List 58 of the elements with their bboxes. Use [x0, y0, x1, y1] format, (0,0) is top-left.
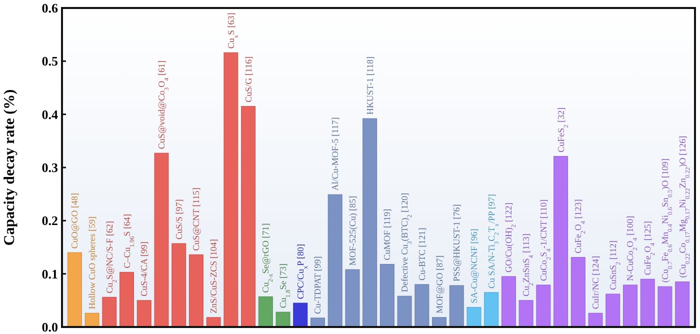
bar — [622, 284, 638, 328]
y-tick-label: 0.5 — [42, 54, 58, 69]
bar — [241, 106, 256, 328]
x-tick-label: CuO@GO [48] — [70, 193, 80, 249]
x-tick-label: Cu-TDPAT [99] — [312, 256, 323, 314]
x-tick-label: SA-Cu@NCNF [96] — [468, 228, 479, 304]
x-tick-label: Hollow CuO spheres [59] — [87, 216, 98, 310]
bar — [362, 118, 378, 328]
x-tick-label: CuS/S [97] — [174, 199, 184, 240]
bar — [466, 307, 482, 328]
bar — [414, 284, 430, 328]
y-tick-label: 0.0 — [42, 320, 58, 334]
bar — [345, 269, 360, 328]
bar — [188, 254, 204, 328]
x-tick-label: CuMOF [119] — [382, 208, 392, 260]
x-tick-label: CuS/G [116] — [243, 56, 254, 102]
bar — [120, 272, 134, 328]
bar — [224, 52, 238, 328]
y-tick-label: 0.6 — [42, 0, 58, 16]
y-tick-label: 0.1 — [42, 266, 58, 282]
bar — [293, 302, 308, 328]
bar — [172, 243, 186, 328]
bar — [675, 282, 690, 328]
bar — [501, 276, 516, 328]
x-tick-label: CuS@CNT [115] — [191, 188, 202, 251]
bar — [397, 296, 412, 328]
bar — [588, 312, 603, 328]
bar — [606, 294, 620, 328]
bar — [276, 312, 290, 328]
x-tick-label: MOF@GO [87] — [434, 255, 444, 314]
x-tick-label: PSS@HKUST-1 [76] — [452, 204, 462, 282]
bar — [449, 285, 464, 328]
bar — [328, 194, 342, 328]
bar — [258, 296, 273, 328]
y-axis-title: Capacity decay rate (%) — [2, 89, 18, 246]
x-tick-label: CuS-4/CA [99] — [139, 242, 150, 296]
bar — [67, 252, 82, 328]
x-tick-label: CuIr/NC [124] — [590, 256, 601, 310]
y-tick-label: 0.4 — [42, 106, 58, 122]
x-tick-label: Cu-BTC [121] — [416, 228, 427, 280]
y-tick-label: 0.3 — [42, 160, 58, 176]
bar — [84, 312, 100, 328]
bar — [536, 284, 551, 328]
bar — [484, 292, 499, 328]
bar — [570, 257, 586, 328]
bar — [658, 286, 672, 328]
bar — [154, 152, 169, 328]
bar — [518, 300, 534, 328]
bar — [102, 296, 117, 328]
bar — [640, 278, 655, 328]
x-tick-label: HKUST-1 [118] — [364, 56, 375, 115]
x-tick-label: ZnS/CuS-ZCS [104] — [208, 239, 219, 314]
bar — [136, 300, 152, 328]
bar — [380, 264, 394, 328]
x-tick-label: Al/Cu-MOF-5 [117] — [330, 117, 340, 191]
y-tick-label: 0.2 — [42, 213, 58, 228]
bar — [554, 156, 568, 328]
x-tick-label: MOF-525(Cu) [85] — [347, 196, 358, 266]
